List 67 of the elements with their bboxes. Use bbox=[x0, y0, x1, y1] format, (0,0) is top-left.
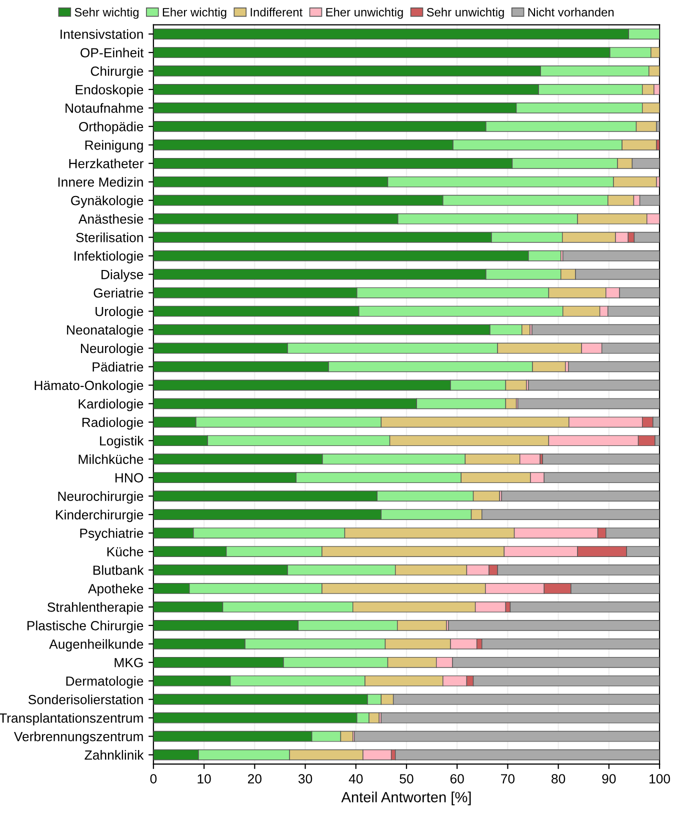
legend-label: Nicht vorhanden bbox=[528, 8, 614, 16]
y-tick-label: Kinderchirurgie bbox=[56, 510, 144, 522]
x-tick-label: 100 bbox=[650, 774, 670, 784]
y-tick-label: Logistik bbox=[100, 436, 144, 448]
y-tick-label: Infektiologie bbox=[74, 251, 144, 264]
y-tick-label: OP-Einheit bbox=[80, 48, 144, 58]
y-tick-label: Anästhesie bbox=[78, 214, 144, 224]
x-tick-label: 30 bbox=[298, 774, 312, 784]
y-tick-label: Sonderisolierstation bbox=[28, 694, 143, 704]
y-tick-label: Augenheilkunde bbox=[49, 639, 144, 652]
legend-label: Indifferent bbox=[250, 8, 303, 16]
x-tick-label: 80 bbox=[552, 774, 566, 784]
bar bbox=[568, 361, 660, 372]
y-tick-label: Strahlentherapie bbox=[48, 602, 144, 614]
y-tick-label: Verbrennungszentrum bbox=[14, 732, 143, 744]
bar bbox=[510, 602, 660, 612]
y-tick-label: HNO bbox=[115, 473, 144, 482]
y-tick-label: Apotheke bbox=[88, 584, 144, 596]
y-tick-label: Plastische Chirurgie bbox=[27, 620, 144, 633]
y-tick-label: Chirurgie bbox=[90, 66, 144, 79]
y-tick-label: Reinigung bbox=[85, 140, 143, 152]
legend-label: Eher wichtig bbox=[162, 8, 226, 19]
bar bbox=[380, 712, 660, 724]
y-tick-label: Innere Medizin bbox=[58, 177, 143, 187]
y-tick-label: Dermatologie bbox=[66, 676, 144, 688]
y-tick-label: MKG bbox=[114, 658, 143, 668]
y-tick-label: Endoskopie bbox=[76, 84, 144, 97]
y-tick-label: Neurochirurgie bbox=[58, 491, 144, 504]
y-tick-label: Pädiatrie bbox=[92, 362, 144, 372]
bar bbox=[542, 454, 660, 465]
x-tick-label: 0 bbox=[150, 774, 157, 784]
legend-label: Sehr wichtig bbox=[74, 8, 138, 19]
x-tick-label: 10 bbox=[198, 774, 211, 784]
bar bbox=[562, 250, 660, 262]
y-tick-label: Blutbank bbox=[93, 565, 144, 575]
legend-label: Sehr unwichtig bbox=[426, 8, 504, 19]
y-tick-label: Milchküche bbox=[78, 454, 144, 464]
y-tick-label: Dialyse bbox=[102, 270, 144, 282]
y-tick-label: Radiologie bbox=[82, 417, 144, 430]
x-tick-label: 50 bbox=[400, 774, 414, 784]
y-tick-label: Neonatalogie bbox=[67, 324, 144, 338]
x-axis-title: Anteil Antworten [%] bbox=[341, 792, 471, 806]
bar bbox=[395, 749, 660, 760]
y-tick-label: Herzkatheter bbox=[69, 158, 144, 168]
y-tick-label: Urologie bbox=[96, 306, 144, 319]
x-tick-label: 20 bbox=[248, 774, 262, 784]
y-tick-label: Geriatrie bbox=[94, 288, 144, 298]
bar bbox=[528, 380, 660, 391]
y-tick-label: Sterilisation bbox=[76, 232, 143, 242]
y-tick-label: Kardiologie bbox=[78, 398, 144, 412]
y-tick-label: Orthopädie bbox=[79, 122, 144, 134]
bar bbox=[532, 324, 660, 336]
y-tick-label: Zahnklinik bbox=[84, 750, 144, 760]
x-tick-label: 70 bbox=[501, 774, 515, 784]
y-tick-label: Neurologie bbox=[80, 343, 144, 356]
bar bbox=[501, 490, 660, 502]
y-tick-label: Notaufnahme bbox=[66, 103, 144, 113]
bar bbox=[448, 620, 660, 631]
legend-label: Eher unwichtig bbox=[326, 8, 403, 19]
x-tick-label: 40 bbox=[348, 774, 363, 784]
y-tick-label: Küche bbox=[107, 546, 144, 556]
x-tick-label: 90 bbox=[602, 774, 616, 784]
x-tick-label: 60 bbox=[450, 774, 464, 784]
y-tick-label: Hämato-Onkologie bbox=[34, 380, 144, 393]
y-tick-label: Psychiatrie bbox=[80, 528, 144, 541]
y-tick-label: Gynäkologie bbox=[71, 196, 144, 208]
y-tick-label: Intensivstation bbox=[60, 29, 143, 39]
